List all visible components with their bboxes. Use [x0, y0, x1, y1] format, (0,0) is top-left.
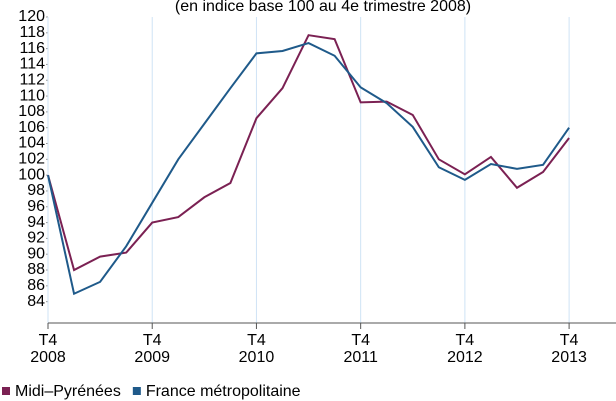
y-tick-label: 94: [27, 214, 45, 231]
y-tick-label: 90: [27, 245, 45, 262]
x-tick-label: T4 2008: [30, 332, 66, 366]
y-tick-label: 100: [18, 166, 45, 183]
x-tick-label: T4 2011: [343, 332, 378, 366]
y-tick-label: 102: [18, 151, 45, 168]
y-tick-label: 108: [18, 103, 45, 120]
series-line: [47, 34, 570, 272]
y-tick-label: 96: [27, 198, 45, 215]
legend-swatch: [132, 387, 141, 395]
y-tick-label: 104: [18, 135, 45, 152]
y-tick-label: 92: [27, 230, 45, 247]
y-tick-label: 98: [27, 182, 45, 199]
legend-label: Midi–Pyrénées: [15, 383, 121, 400]
x-tick-label: T4 2010: [239, 332, 275, 366]
y-tick-label: 106: [18, 119, 45, 136]
legend-label: France métropolitaine: [146, 383, 301, 400]
y-tick-label: 88: [27, 261, 45, 278]
legend-swatch: [2, 387, 10, 395]
x-tick-label: T4 2009: [134, 332, 170, 366]
y-tick-label: 84: [27, 293, 45, 310]
series-line: [47, 42, 570, 296]
y-tick-label: 112: [19, 71, 45, 88]
y-tick-label: 116: [19, 40, 45, 57]
y-tick-label: 86: [27, 277, 45, 294]
chart-subtitle: (en indice base 100 au 4e trimestre 2008…: [175, 0, 471, 15]
y-tick-label: 120: [18, 8, 45, 25]
x-tick-label: T4 2012: [447, 332, 483, 366]
y-tick-label: 118: [19, 24, 45, 41]
x-tick-label: T4 2013: [551, 332, 587, 366]
y-tick-label: 114: [19, 56, 45, 73]
y-tick-label: 110: [19, 87, 45, 104]
